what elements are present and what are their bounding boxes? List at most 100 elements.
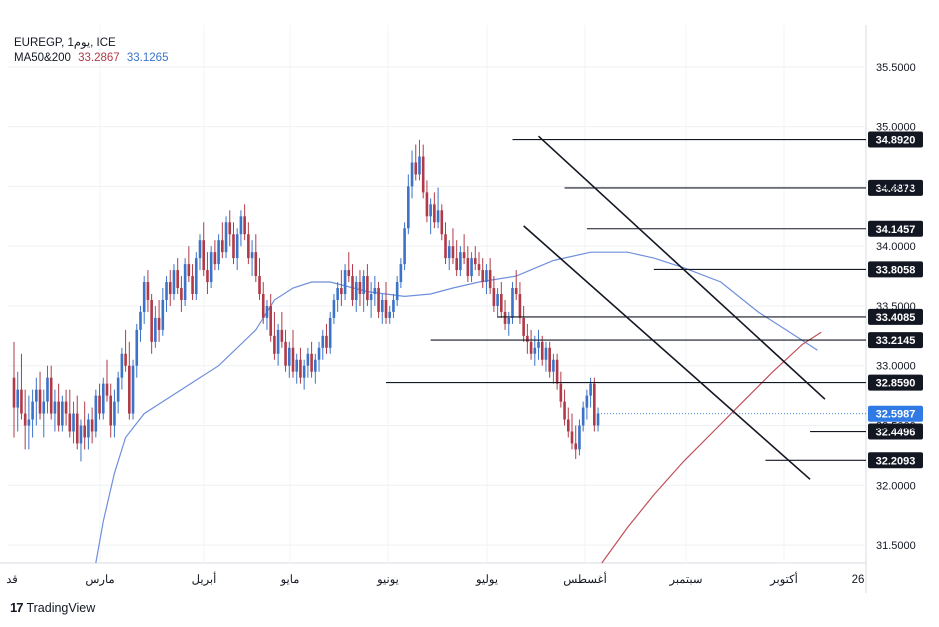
candle	[369, 282, 373, 318]
candle	[217, 234, 220, 271]
candle-body	[533, 347, 537, 354]
candle	[384, 282, 388, 324]
candle-body	[526, 335, 529, 342]
candle	[407, 174, 410, 235]
candle	[403, 222, 406, 271]
candle-body	[258, 276, 261, 294]
candle	[150, 294, 153, 354]
channel-lower-line[interactable]	[523, 225, 811, 480]
candle-body	[433, 204, 436, 223]
candle-body	[284, 341, 287, 366]
candle	[120, 347, 124, 390]
candle-body	[317, 347, 321, 360]
candle	[83, 401, 86, 450]
candle	[310, 341, 313, 378]
candle	[354, 276, 358, 312]
candle	[161, 288, 165, 336]
ma-legend[interactable]: MA50&200 33.2867 33.1265	[14, 52, 168, 64]
candle-body	[75, 413, 79, 444]
candle	[49, 365, 53, 420]
candle	[563, 389, 566, 426]
candle	[492, 276, 496, 312]
candle	[124, 329, 127, 372]
last-price-label: 32.5987	[876, 409, 916, 421]
candle-body	[429, 204, 432, 217]
candle	[94, 389, 98, 438]
horizontal-levels[interactable]: 34.8920 34.4873 34.1457 33.8058 33.4085 33.21…	[386, 131, 923, 469]
candle-body	[388, 311, 392, 318]
candle	[306, 347, 310, 378]
candle-body	[276, 329, 280, 354]
candle-body	[79, 425, 83, 444]
candle-body	[139, 311, 142, 330]
candle-body	[176, 270, 179, 289]
candle-body	[589, 383, 592, 396]
channel-upper-line[interactable]	[537, 135, 826, 400]
symbol-exchange: ICE	[96, 37, 116, 49]
ma50-line	[95, 251, 818, 564]
candle-body	[377, 288, 380, 312]
candle-body	[221, 240, 224, 253]
candle	[139, 305, 142, 342]
candle-body	[544, 347, 548, 360]
level-label-bg	[868, 179, 923, 196]
candle	[247, 222, 250, 265]
y-tick-label: 33.0000	[876, 361, 916, 373]
candle-body	[414, 162, 418, 175]
candle	[578, 419, 581, 456]
candle	[61, 395, 64, 432]
candle	[113, 389, 116, 438]
candle	[581, 401, 585, 432]
ma200-value: 33.1265	[126, 52, 169, 64]
candle-body	[23, 413, 27, 426]
level-label-bg	[868, 452, 923, 469]
candle-body	[27, 419, 31, 426]
candle-body	[128, 365, 131, 414]
candle-body	[131, 365, 135, 414]
candle	[20, 353, 23, 420]
candle-body	[481, 270, 485, 283]
candle	[284, 329, 287, 372]
candle	[518, 282, 522, 324]
time-axis[interactable]: قد مارس أبريل مايو يونيو يوليو أغسطس سبتمبر أكتو…	[6, 571, 864, 586]
candle	[473, 246, 477, 271]
candle-body	[366, 276, 369, 300]
candle	[388, 305, 392, 324]
candle-body	[455, 258, 458, 271]
candle-body	[403, 228, 406, 265]
ma-label: MA50&200	[14, 52, 71, 64]
candle	[470, 252, 473, 283]
candle	[79, 419, 83, 462]
separator: ,	[61, 37, 68, 49]
candle	[291, 329, 295, 378]
candle-body	[369, 294, 373, 300]
candle-body	[202, 240, 206, 271]
candle-body	[254, 252, 258, 277]
candle-body	[299, 359, 302, 378]
x-tick-label: قد	[6, 574, 18, 586]
candle-body	[410, 162, 414, 187]
tradingview-logo[interactable]: 17 TradingView	[10, 600, 95, 615]
candle	[209, 246, 213, 289]
candle-body	[191, 276, 194, 294]
level-label: 34.1457	[876, 224, 916, 236]
price-axis[interactable]: 31.5000 32.0000 32.5000 33.0000 33.5000 34.00…	[876, 62, 916, 552]
trend-channel[interactable]	[523, 135, 826, 480]
candle-body	[183, 264, 187, 300]
candle-body	[325, 335, 328, 348]
candle	[232, 222, 235, 265]
x-tick-label: أغسطس	[563, 571, 607, 586]
candle-body	[116, 377, 120, 402]
symbol-name: EUREGP	[14, 37, 62, 49]
candle-body	[362, 276, 365, 294]
candle	[436, 187, 440, 229]
candle	[142, 276, 146, 324]
candle	[42, 389, 46, 438]
candle	[180, 276, 183, 312]
candle	[280, 311, 284, 348]
candle-body	[49, 377, 53, 414]
candle	[537, 329, 540, 360]
candle	[466, 246, 470, 283]
symbol-header[interactable]: EUREGP, 1يوم, ICE	[14, 35, 116, 49]
